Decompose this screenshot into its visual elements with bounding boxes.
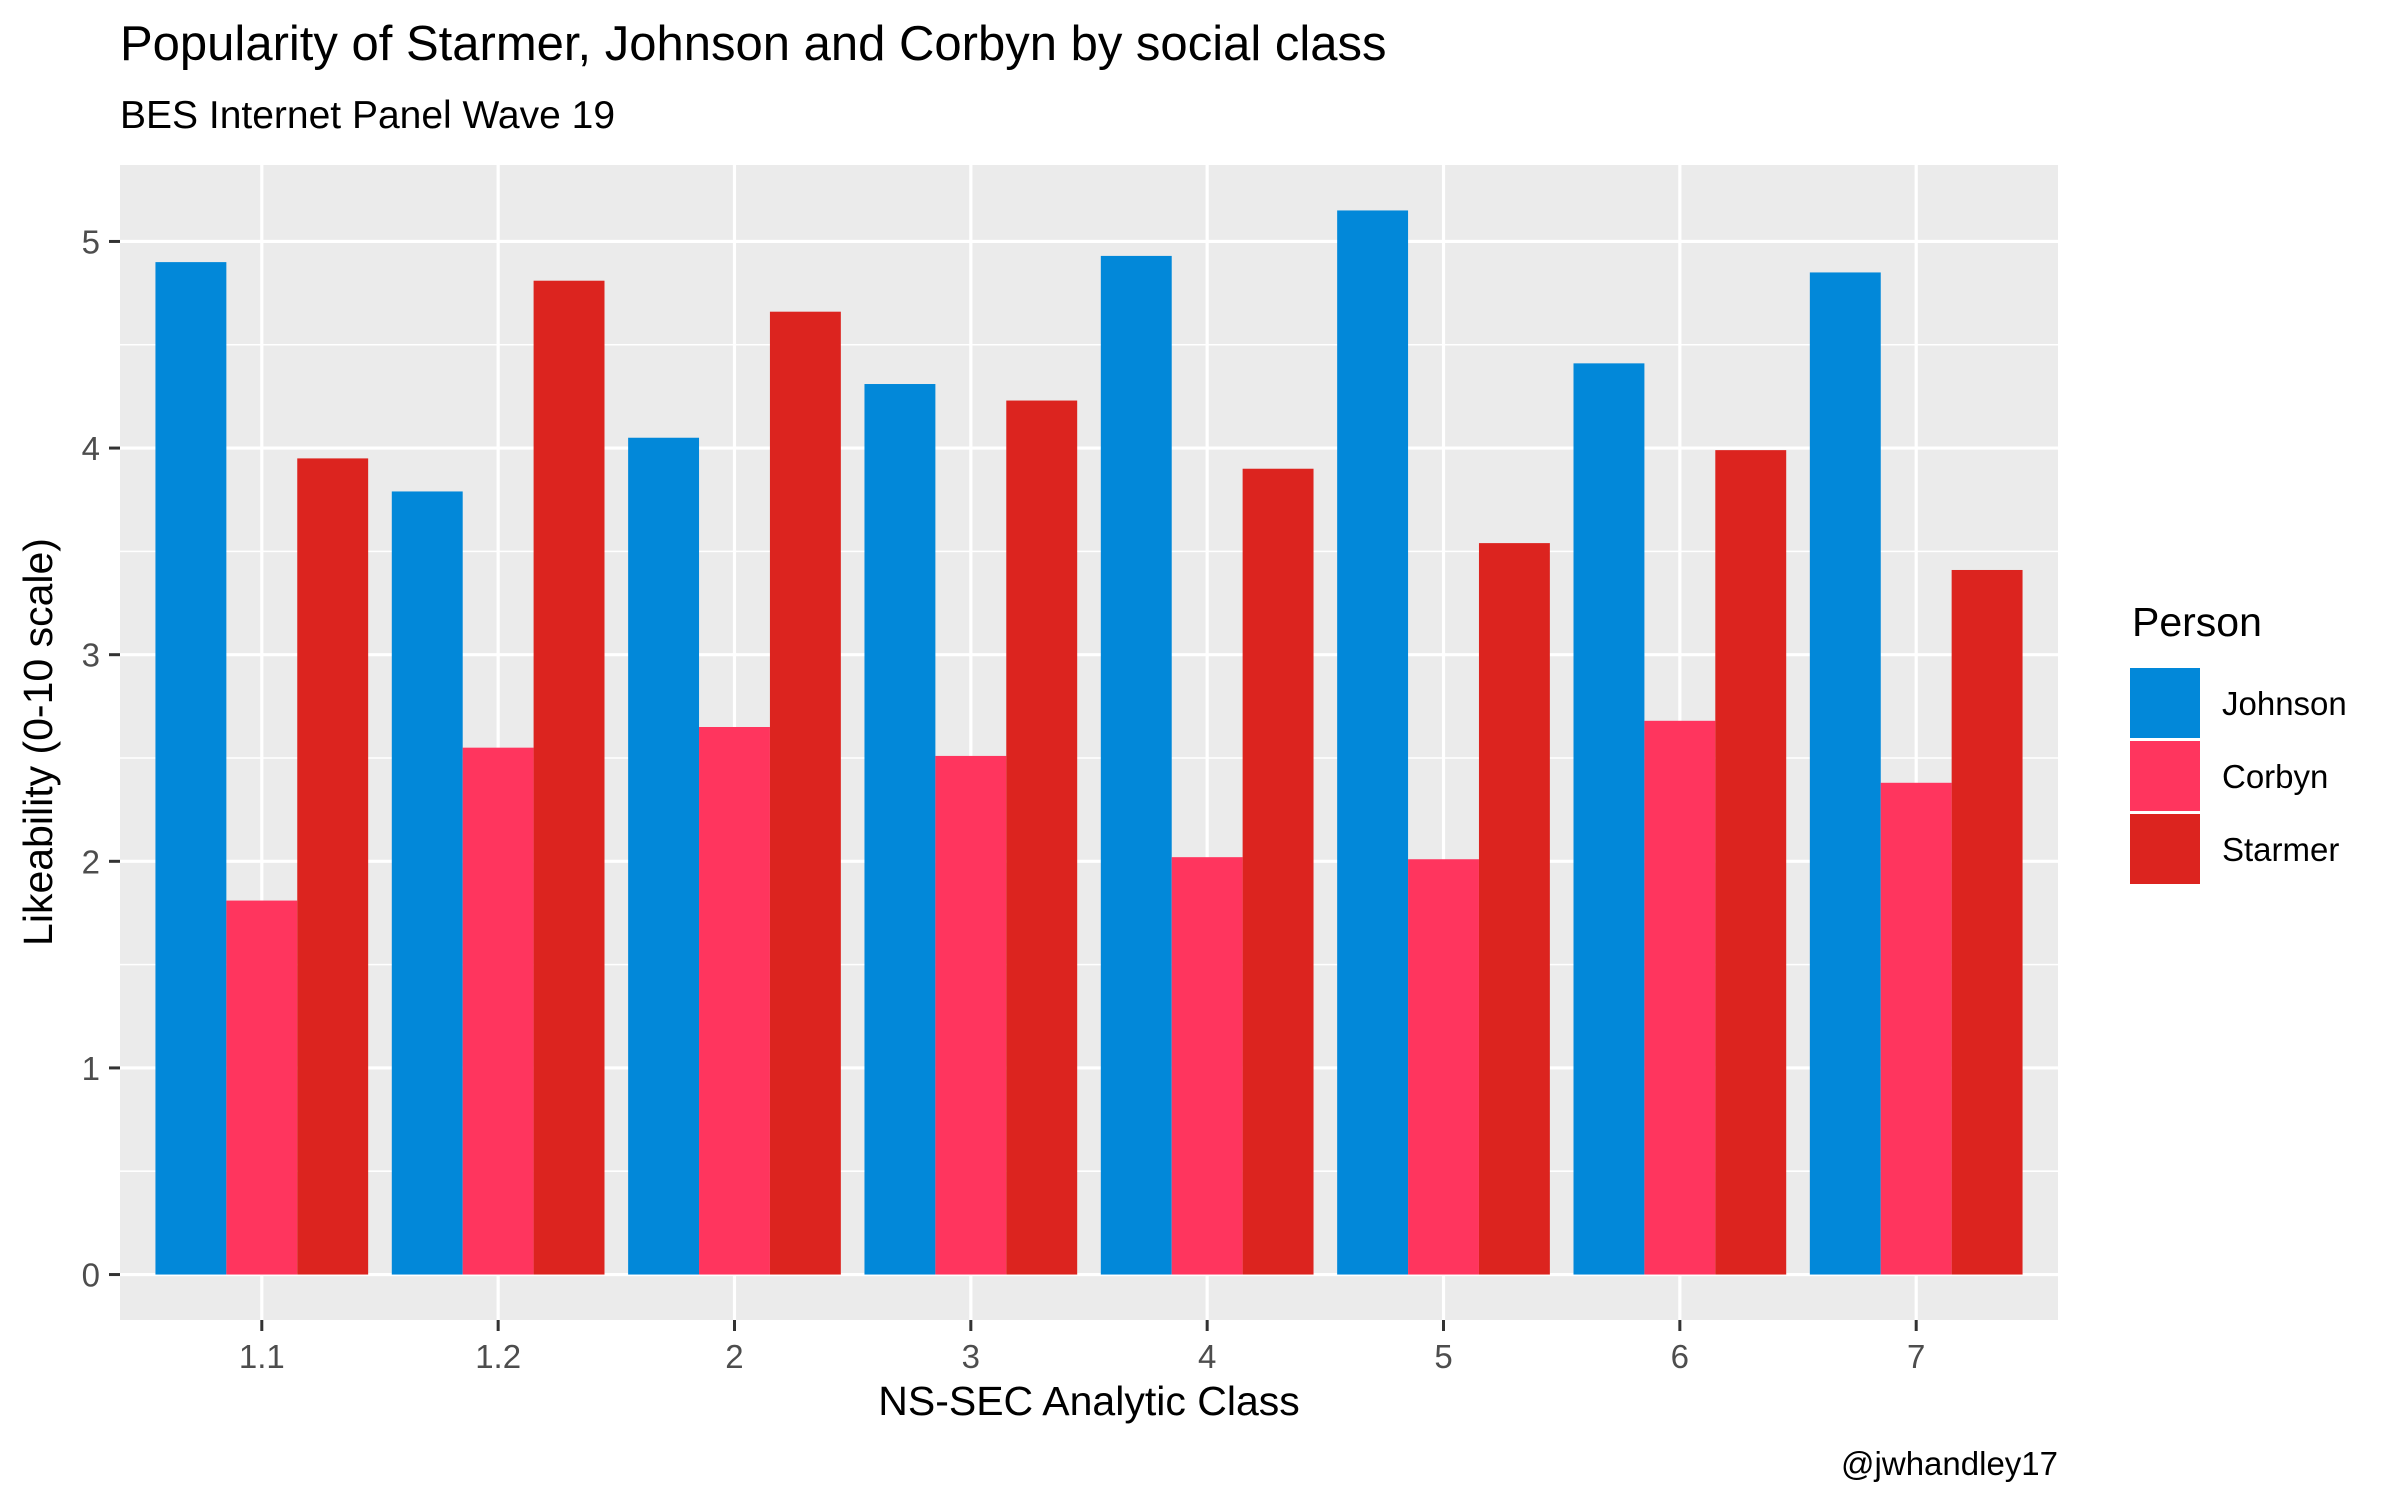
legend-key-johnson <box>2130 668 2200 738</box>
y-axis: 0 1 2 3 4 5 <box>82 223 120 1294</box>
bar-corbyn-4 <box>1171 857 1243 1275</box>
x-tick-label: 7 <box>1907 1338 1925 1375</box>
bar-corbyn-7 <box>1880 782 1952 1275</box>
bar-johnson-1-1 <box>155 262 227 1275</box>
legend-label-johnson: Johnson <box>2222 685 2347 722</box>
bar-johnson-6 <box>1573 363 1645 1275</box>
x-tick-label: 3 <box>962 1338 980 1375</box>
bar-corbyn-1-2 <box>462 747 534 1275</box>
legend-key-corbyn <box>2130 741 2200 811</box>
bar-starmer-4 <box>1242 468 1314 1275</box>
bar-johnson-4 <box>1100 255 1172 1275</box>
x-axis: 1.1 1.2 2 3 4 5 6 7 <box>239 1320 1925 1375</box>
x-tick-label: 1.2 <box>475 1338 521 1375</box>
legend: Person Johnson Corbyn Starmer <box>2130 599 2347 884</box>
x-tick-label: 2 <box>725 1338 743 1375</box>
x-tick-label: 5 <box>1434 1338 1452 1375</box>
bar-johnson-1-2 <box>391 491 463 1275</box>
legend-label-starmer: Starmer <box>2222 831 2339 868</box>
chart-title: Popularity of Starmer, Johnson and Corby… <box>120 17 1386 71</box>
bar-starmer-7 <box>1951 569 2023 1275</box>
chart-caption: @jwhandley17 <box>1841 1445 2058 1482</box>
x-tick-label: 6 <box>1671 1338 1689 1375</box>
bar-johnson-5 <box>1337 210 1409 1275</box>
y-tick-label: 4 <box>82 430 100 467</box>
bar-johnson-3 <box>864 384 936 1275</box>
bar-johnson-7 <box>1809 272 1881 1275</box>
bar-corbyn-6 <box>1644 720 1716 1275</box>
bars <box>155 210 2023 1275</box>
bar-starmer-5 <box>1478 543 1550 1275</box>
legend-label-corbyn: Corbyn <box>2222 758 2328 795</box>
bar-starmer-1-1 <box>297 458 369 1275</box>
legend-title: Person <box>2132 599 2262 645</box>
y-axis-title: Likeability (0-10 scale) <box>15 538 61 946</box>
y-tick-label: 2 <box>82 843 100 880</box>
bar-corbyn-1-1 <box>226 900 298 1275</box>
y-tick-label: 1 <box>82 1050 100 1087</box>
y-tick-label: 3 <box>82 637 100 674</box>
y-tick-label: 5 <box>82 223 100 260</box>
bar-starmer-1-2 <box>533 280 605 1275</box>
bar-johnson-2 <box>628 437 700 1275</box>
bar-corbyn-2 <box>699 727 770 1275</box>
x-tick-label: 4 <box>1198 1338 1216 1375</box>
bar-starmer-3 <box>1006 400 1078 1275</box>
x-axis-title: NS-SEC Analytic Class <box>878 1378 1300 1424</box>
legend-key-starmer <box>2130 814 2200 884</box>
chart-subtitle: BES Internet Panel Wave 19 <box>120 94 615 137</box>
bar-starmer-6 <box>1715 450 1787 1275</box>
bar-corbyn-3 <box>935 755 1007 1275</box>
x-tick-label: 1.1 <box>239 1338 285 1375</box>
y-tick-label: 0 <box>82 1257 100 1294</box>
bar-starmer-2 <box>769 311 841 1275</box>
bar-corbyn-5 <box>1408 859 1479 1275</box>
